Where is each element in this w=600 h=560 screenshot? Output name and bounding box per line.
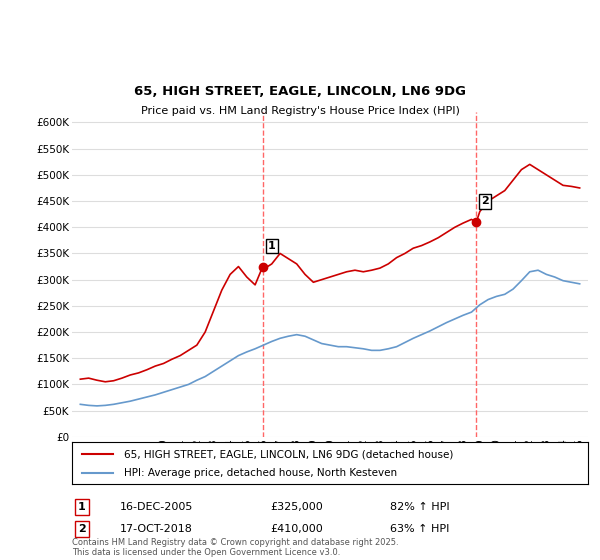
Text: 1: 1 bbox=[78, 502, 86, 512]
Text: 63% ↑ HPI: 63% ↑ HPI bbox=[390, 524, 449, 534]
Text: Price paid vs. HM Land Registry's House Price Index (HPI): Price paid vs. HM Land Registry's House … bbox=[140, 106, 460, 116]
Text: £410,000: £410,000 bbox=[270, 524, 323, 534]
Text: 1: 1 bbox=[268, 241, 275, 251]
Text: HPI: Average price, detached house, North Kesteven: HPI: Average price, detached house, Nort… bbox=[124, 468, 397, 478]
Text: 17-OCT-2018: 17-OCT-2018 bbox=[120, 524, 193, 534]
Text: £325,000: £325,000 bbox=[270, 502, 323, 512]
Text: 65, HIGH STREET, EAGLE, LINCOLN, LN6 9DG (detached house): 65, HIGH STREET, EAGLE, LINCOLN, LN6 9DG… bbox=[124, 449, 453, 459]
Text: 65, HIGH STREET, EAGLE, LINCOLN, LN6 9DG: 65, HIGH STREET, EAGLE, LINCOLN, LN6 9DG bbox=[134, 85, 466, 98]
Text: 16-DEC-2005: 16-DEC-2005 bbox=[120, 502, 193, 512]
Text: 82% ↑ HPI: 82% ↑ HPI bbox=[390, 502, 449, 512]
Text: 2: 2 bbox=[481, 197, 489, 206]
Text: 2: 2 bbox=[78, 524, 86, 534]
Text: Contains HM Land Registry data © Crown copyright and database right 2025.
This d: Contains HM Land Registry data © Crown c… bbox=[72, 538, 398, 557]
